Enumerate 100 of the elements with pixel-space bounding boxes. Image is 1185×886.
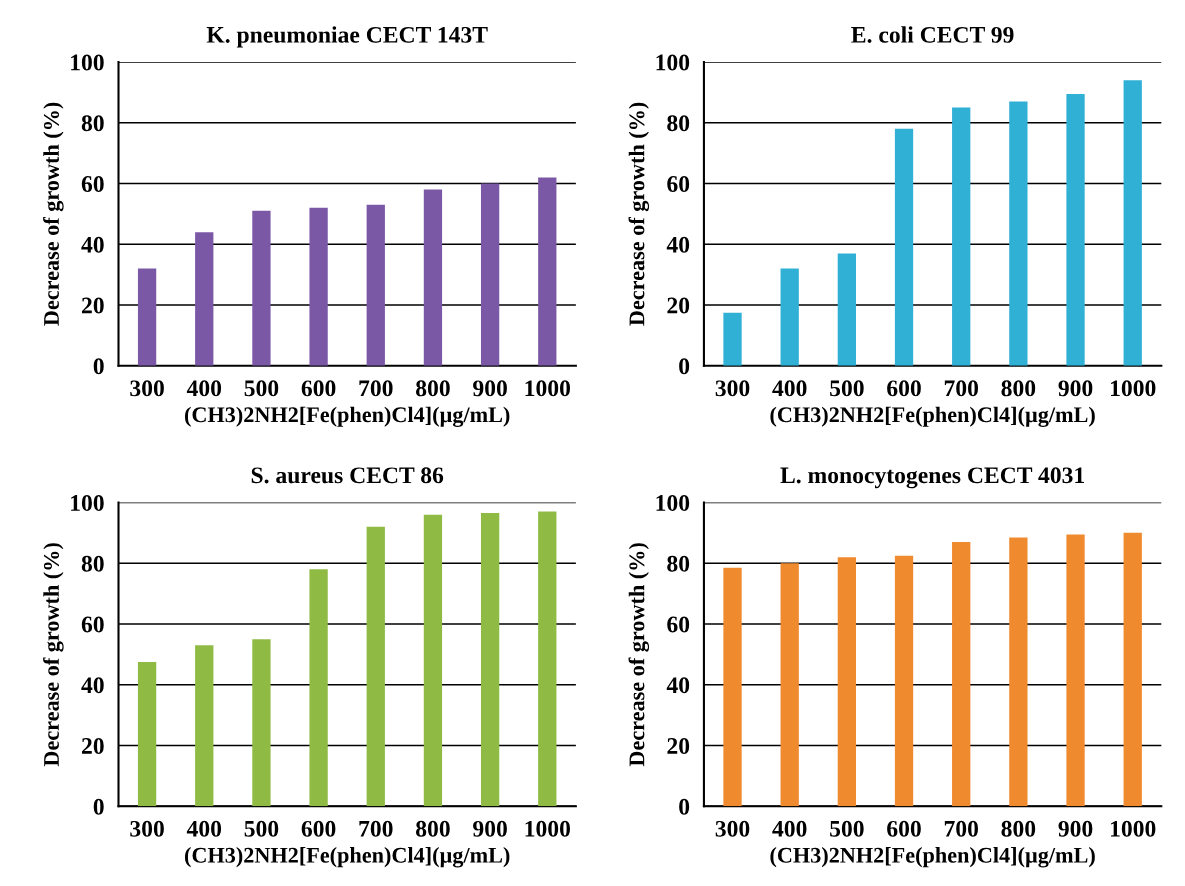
x-tick-label: 600 (301, 820, 336, 837)
bar (480, 513, 500, 807)
x-tick-label: 600 (887, 380, 921, 397)
bar (423, 189, 443, 366)
bar (723, 312, 742, 366)
bar (894, 555, 914, 807)
bar (1066, 534, 1085, 807)
x-tick-label: 500 (830, 820, 864, 837)
y-tick-label: 40 (666, 677, 690, 694)
y-axis-title: Decrease of growth (%) (43, 543, 64, 767)
x-axis-title: (CH3)2NH2[Fe(phen)Cl4](µg/mL) (185, 847, 510, 868)
chart-title: L. monocytogenes CECT 4031 (780, 467, 1084, 489)
bar (837, 253, 857, 366)
y-tick-label: 0 (679, 798, 690, 815)
bar (423, 514, 443, 807)
y-tick-label: 80 (81, 115, 104, 132)
x-tick-label: 700 (944, 380, 979, 397)
bar (1009, 537, 1028, 807)
x-tick-label: 900 (1058, 820, 1093, 837)
chart-title: K. pneumoniae CECT 143T (206, 26, 488, 48)
y-tick-label: 20 (667, 297, 690, 314)
y-tick-label: 80 (81, 555, 104, 572)
y-tick-label: 0 (93, 798, 104, 815)
x-tick-label: 900 (1058, 380, 1093, 397)
x-tick-label: 700 (359, 380, 393, 397)
x-tick-label: 800 (1001, 380, 1036, 397)
x-tick-label: 300 (715, 380, 750, 397)
y-tick-label: 20 (81, 738, 104, 754)
x-tick-label: 700 (359, 820, 393, 837)
x-axis-title: (CH3)2NH2[Fe(phen)Cl4](µg/mL) (770, 406, 1095, 427)
x-tick-label: 300 (130, 380, 164, 397)
x-tick-label: 300 (715, 820, 750, 837)
y-tick-label: 80 (667, 555, 690, 572)
y-tick-label: 100 (71, 494, 104, 511)
x-tick-label: 1000 (525, 820, 570, 837)
bar (195, 232, 214, 366)
bar (538, 511, 557, 807)
y-tick-label: 0 (679, 358, 690, 375)
bar (137, 661, 157, 807)
bar (952, 541, 971, 807)
y-tick-label: 100 (656, 494, 690, 511)
y-tick-label: 20 (667, 738, 690, 754)
bar (195, 645, 214, 807)
bar (1009, 101, 1028, 366)
y-tick-label: 60 (81, 176, 104, 192)
bar (538, 177, 557, 366)
x-tick-label: 1000 (525, 380, 570, 397)
x-tick-label: 600 (301, 380, 336, 397)
x-tick-label: 400 (186, 380, 222, 397)
bar (480, 183, 500, 366)
x-tick-label: 800 (1001, 820, 1036, 837)
bar (1066, 93, 1085, 366)
x-tick-label: 500 (830, 380, 864, 397)
y-tick-label: 0 (93, 358, 104, 375)
x-tick-label: 800 (416, 820, 450, 837)
bar (309, 569, 328, 807)
chart-title: E. coli CECT 99 (851, 26, 1014, 43)
x-axis-title: (CH3)2NH2[Fe(phen)Cl4](µg/mL) (185, 406, 510, 427)
bar (1123, 532, 1142, 807)
bar (309, 207, 328, 366)
bar (952, 107, 971, 366)
x-tick-label: 500 (244, 380, 279, 397)
y-tick-label: 60 (81, 616, 104, 633)
bar (366, 204, 385, 366)
x-tick-label: 800 (416, 380, 450, 397)
bar (894, 128, 914, 366)
chart-title: S. aureus CECT 86 (251, 467, 444, 484)
y-tick-label: 100 (71, 54, 104, 71)
x-tick-label: 400 (186, 820, 222, 837)
bar (252, 639, 271, 807)
bar (366, 526, 385, 807)
y-tick-label: 40 (81, 677, 104, 694)
x-tick-label: 500 (244, 820, 279, 837)
y-tick-label: 100 (656, 54, 690, 71)
x-axis-title: (CH3)2NH2[Fe(phen)Cl4](µg/mL) (770, 847, 1095, 868)
x-tick-label: 900 (473, 380, 507, 397)
bar (252, 210, 271, 366)
x-tick-label: 400 (772, 820, 807, 837)
bar (137, 268, 157, 366)
x-tick-label: 300 (130, 820, 164, 837)
x-tick-label: 600 (887, 820, 921, 837)
y-tick-label: 60 (667, 176, 690, 192)
bar (1123, 80, 1142, 366)
bar (837, 557, 857, 807)
bar (780, 563, 799, 807)
y-tick-label: 80 (667, 115, 690, 132)
bar (780, 268, 799, 366)
x-tick-label: 900 (473, 820, 507, 837)
x-tick-label: 1000 (1111, 820, 1156, 837)
y-tick-label: 40 (666, 236, 690, 253)
x-tick-label: 400 (772, 380, 807, 397)
y-axis-title: Decrease of growth (%) (628, 102, 650, 326)
y-tick-label: 60 (667, 616, 690, 633)
y-tick-label: 40 (81, 236, 104, 253)
y-axis-title: Decrease of growth (%) (43, 102, 64, 326)
x-tick-label: 700 (944, 820, 979, 837)
y-axis-title: Decrease of growth (%) (628, 543, 650, 767)
x-tick-label: 1000 (1111, 380, 1156, 397)
y-tick-label: 20 (81, 297, 104, 314)
bar (723, 567, 742, 807)
